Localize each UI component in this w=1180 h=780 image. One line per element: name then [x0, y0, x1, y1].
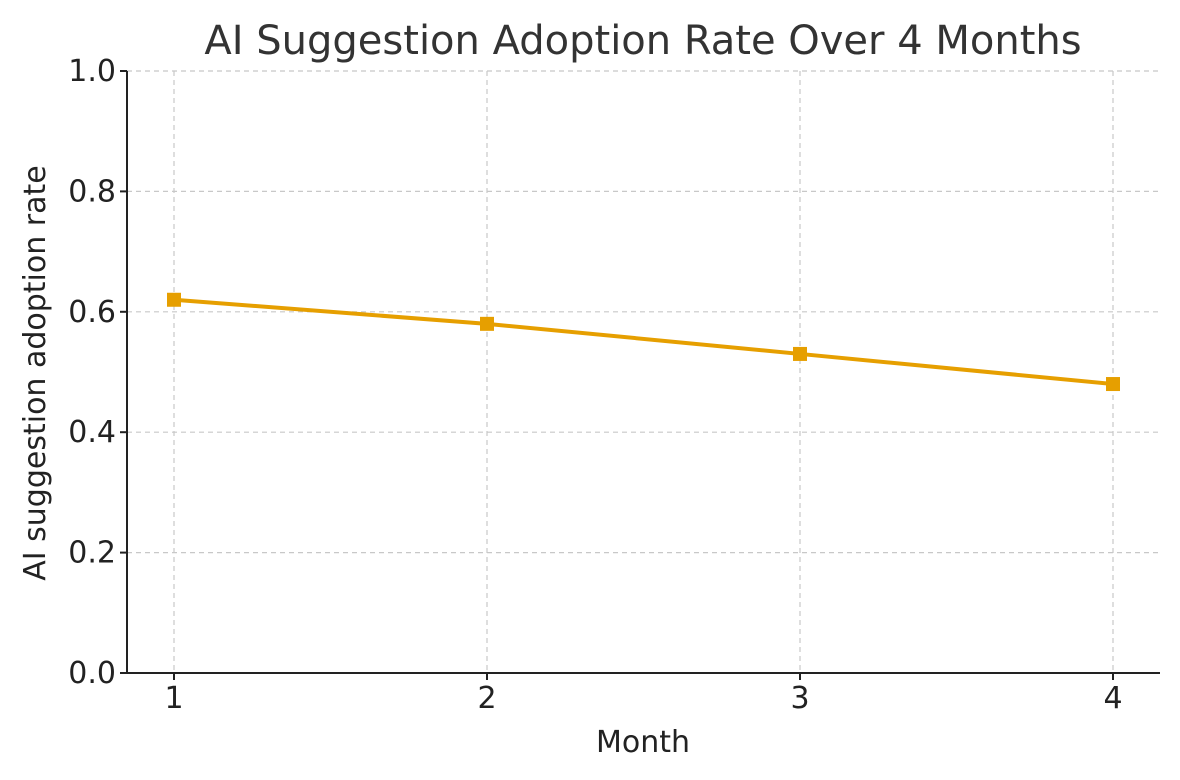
y-tick-label: 0.0: [68, 656, 116, 691]
x-tick-label: 2: [477, 681, 496, 716]
y-axis-label: AI suggestion adoption rate: [18, 165, 53, 581]
data-point-marker: [1106, 377, 1120, 392]
grid: [127, 70, 1160, 674]
x-tick-label: 3: [790, 681, 809, 716]
y-tick-label: 0.2: [68, 536, 116, 571]
series-line: [173, 297, 1114, 387]
ticks: 0.0 0.2 0.4 0.6 0.8 1.0 1 2 3 4: [68, 54, 1122, 716]
y-tick-label: 0.4: [68, 415, 116, 450]
x-tick-label: 4: [1103, 681, 1122, 716]
y-tick-label: 1.0: [68, 54, 116, 89]
data-point-marker: [793, 346, 807, 361]
x-tick-label: 1: [164, 681, 183, 716]
data-point-marker: [480, 316, 494, 331]
x-axis-label: Month: [596, 725, 690, 760]
y-tick-label: 0.6: [68, 295, 116, 330]
axes: [126, 71, 1160, 674]
y-tick-label: 0.8: [68, 174, 116, 209]
data-point-marker: [167, 292, 181, 307]
series-layer: [167, 292, 1120, 392]
chart-title: AI Suggestion Adoption Rate Over 4 Month…: [204, 18, 1081, 64]
